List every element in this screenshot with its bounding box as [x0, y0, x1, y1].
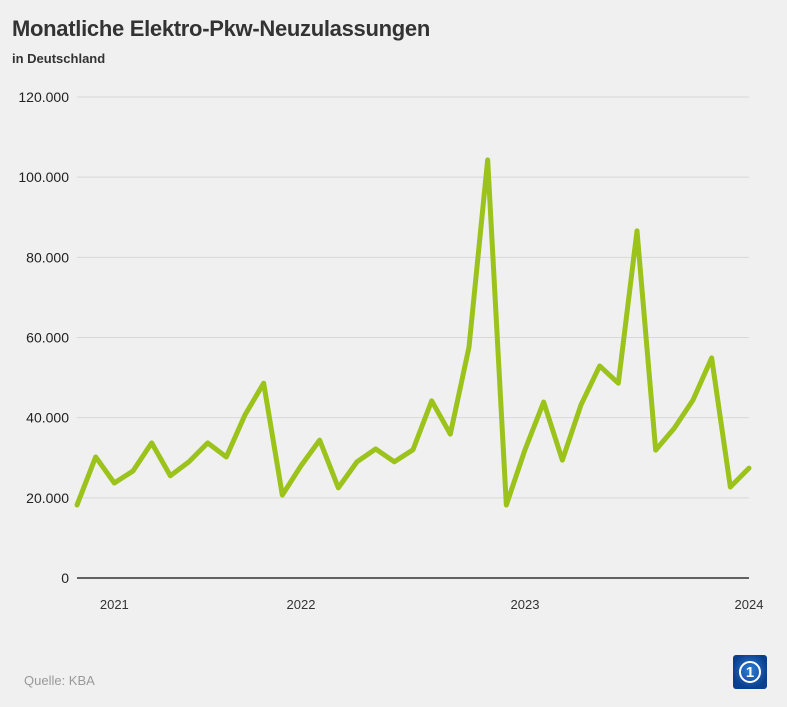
tagesschau-logo: 1	[733, 655, 767, 689]
y-tick-label: 100.000	[18, 169, 69, 185]
y-tick-label: 120.000	[18, 89, 69, 105]
chart-subtitle: in Deutschland	[12, 51, 106, 66]
x-tick-label: 2022	[287, 597, 316, 612]
series-line	[74, 157, 752, 508]
y-tick-label: 40.000	[26, 410, 69, 426]
y-tick-label: 60.000	[26, 330, 69, 346]
y-tick-label: 0	[61, 570, 69, 586]
chart-title: Monatliche Elektro-Pkw-Neuzulassungen	[12, 16, 430, 41]
x-tick-label: 2024	[735, 597, 764, 612]
x-tick-label: 2021	[100, 597, 129, 612]
x-tick-label: 2023	[511, 597, 540, 612]
source-note: Quelle: KBA	[24, 673, 95, 688]
y-tick-label: 80.000	[26, 249, 69, 265]
logo-icon: 1	[739, 661, 761, 683]
y-tick-label: 20.000	[26, 490, 69, 506]
